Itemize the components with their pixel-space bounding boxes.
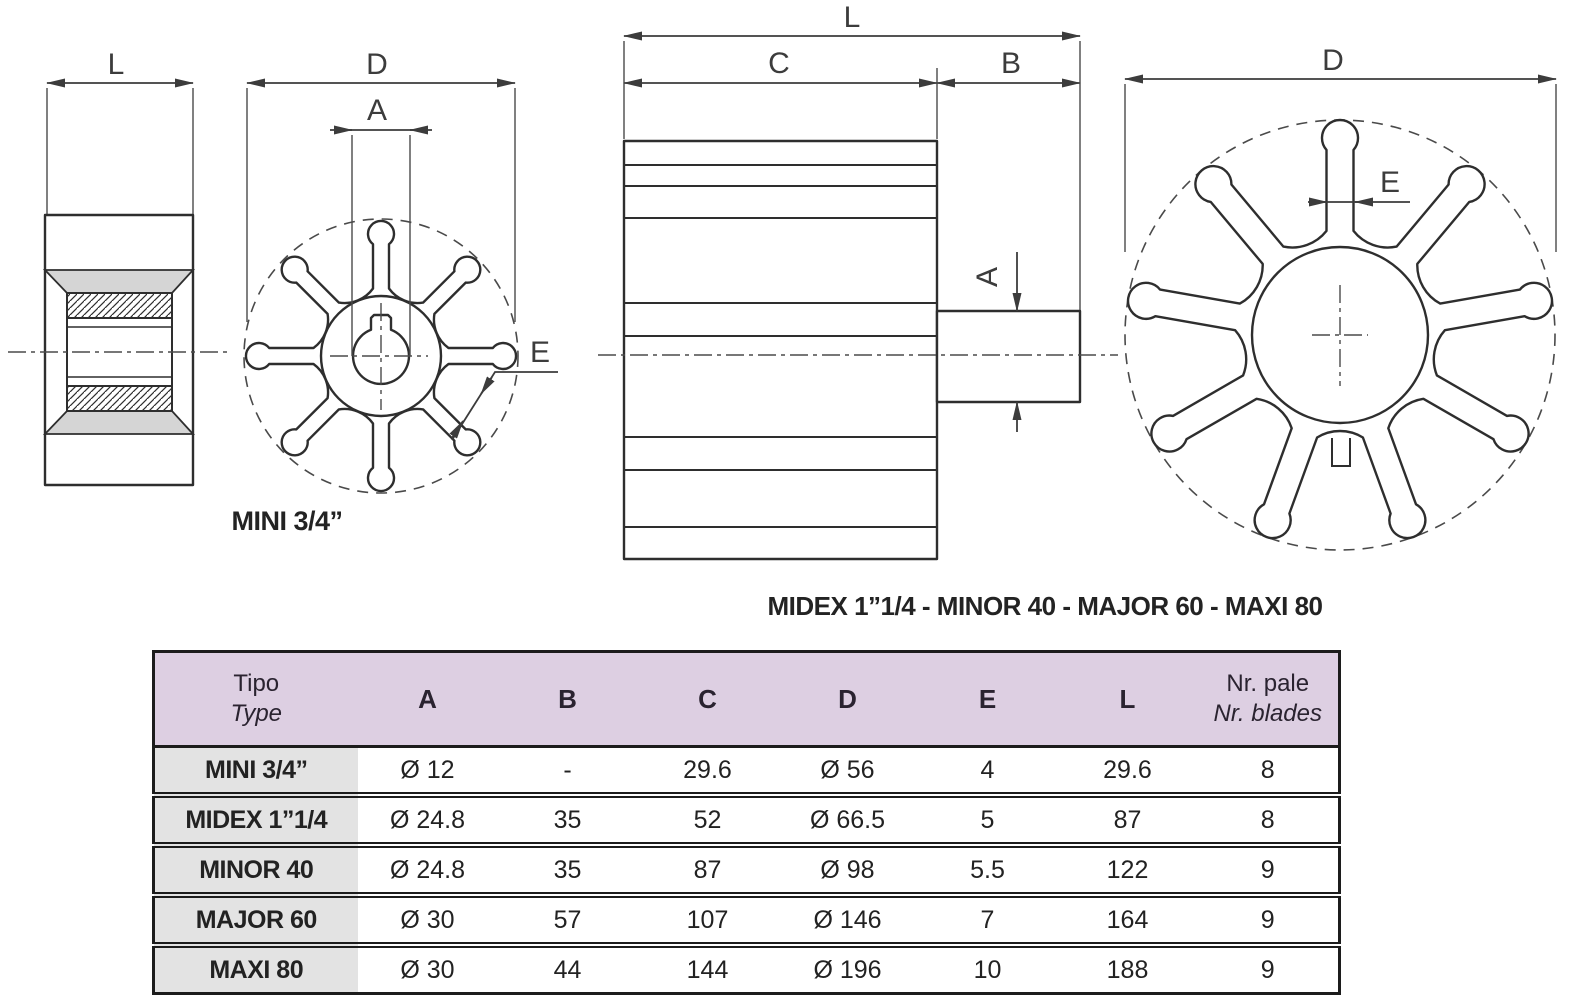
dim-label: C	[768, 47, 790, 80]
leader-E-small	[451, 371, 558, 441]
cell: 52	[637, 795, 778, 848]
hub-body-outline	[43, 213, 195, 487]
cell: Ø 12	[357, 746, 498, 798]
cell: 57	[497, 895, 638, 948]
dim-label: D	[1322, 44, 1344, 77]
hatch-section-top	[66, 292, 173, 319]
cell: 35	[497, 795, 638, 848]
cell: Ø 146	[777, 895, 918, 948]
header-nr-blades: Nr. blades	[1213, 700, 1323, 727]
chamfer-top	[42, 269, 196, 294]
cell: 9	[1197, 945, 1340, 994]
header-col-C: C	[637, 651, 778, 748]
header-type: Tipo Type	[153, 651, 358, 748]
cell: 9	[1197, 895, 1340, 948]
cell: 5	[917, 795, 1058, 848]
dim-label: A	[367, 94, 387, 127]
cell: 8	[1197, 746, 1340, 798]
cell: 10	[917, 945, 1058, 994]
cell: 5.5	[917, 845, 1058, 898]
dim-label: L	[108, 48, 125, 81]
cell: Ø 24.8	[357, 795, 498, 848]
cell: 7	[917, 895, 1058, 948]
dim-arrow	[480, 376, 495, 395]
cell: 122	[1057, 845, 1198, 898]
dim-label: B	[1001, 47, 1021, 80]
row-label: MAJOR 60	[153, 895, 358, 948]
side-view-large: L C B A	[598, 1, 1118, 561]
header-tipo: Tipo	[233, 670, 280, 697]
cell: 87	[1057, 795, 1198, 848]
bottom-slit	[1331, 438, 1351, 467]
cell: Ø 56	[777, 746, 918, 798]
cell: 44	[497, 945, 638, 994]
impeller-body-outline	[622, 139, 939, 561]
cell: 29.6	[1057, 746, 1198, 798]
row-label: MIDEX 1”1/4	[153, 795, 358, 848]
header-col-A: A	[357, 651, 498, 748]
table-row: MAJOR 60 Ø 30 57 107 Ø 146 7 164 9	[153, 895, 1340, 948]
cell: Ø 98	[777, 845, 918, 898]
header-col-B: B	[497, 651, 638, 748]
dim-label: L	[844, 1, 861, 34]
cell: 9	[1197, 845, 1340, 898]
cell: 188	[1057, 945, 1198, 994]
table-row: MIDEX 1”1/4 Ø 24.8 35 52 Ø 66.5 5 87 8	[153, 795, 1340, 848]
cell: 8	[1197, 795, 1340, 848]
cell: Ø 24.8	[357, 845, 498, 898]
header-row: Tipo Type A B C D E L Nr. pale Nr. blade…	[153, 651, 1340, 748]
impeller-front-small: D A E	[243, 48, 558, 494]
caption-mini-model: MINI 3/4”	[231, 506, 343, 536]
cell: 4	[917, 746, 1058, 798]
cell: 164	[1057, 895, 1198, 948]
row-label: MAXI 80	[153, 945, 358, 994]
cell: Ø 66.5	[777, 795, 918, 848]
cell: -	[497, 746, 638, 798]
row-label: MINI 3/4”	[153, 746, 358, 798]
caption-large-models: MIDEX 1”1/4 - MINOR 40 - MAJOR 60 - MAXI…	[767, 591, 1323, 621]
cell: 29.6	[637, 746, 778, 798]
shaft-hub-outline	[935, 309, 1082, 404]
dim-label: D	[366, 48, 388, 81]
header-col-E: E	[917, 651, 1058, 748]
impeller-front-large: D E	[1124, 44, 1557, 551]
table-row: MAXI 80 Ø 30 44 144 Ø 196 10 188 9	[153, 945, 1340, 994]
header-col-D: D	[777, 651, 918, 748]
row-label: MINOR 40	[153, 845, 358, 898]
header-col-L: L	[1057, 651, 1198, 748]
header-nr-pale: Nr. pale	[1226, 670, 1310, 697]
dim-arrow	[449, 420, 464, 439]
side-view-small: L	[8, 48, 230, 487]
dim-label: E	[530, 336, 550, 369]
header-blades: Nr. pale Nr. blades	[1197, 651, 1340, 748]
table-row: MINOR 40 Ø 24.8 35 87 Ø 98 5.5 122 9	[153, 845, 1340, 898]
cell: 87	[637, 845, 778, 898]
cell: 35	[497, 845, 638, 898]
dim-label: A	[971, 267, 1004, 287]
spec-table: Tipo Type A B C D E L Nr. pale Nr. blade…	[152, 650, 1341, 995]
tip-circle-dashed	[243, 218, 519, 494]
hatch-section-bottom	[66, 385, 173, 412]
slit-mask	[1333, 436, 1348, 465]
header-type-en: Type	[230, 700, 283, 727]
dim-label: E	[1380, 166, 1400, 199]
blade-edge-lines	[624, 164, 937, 528]
cell: Ø 30	[357, 895, 498, 948]
cell: Ø 30	[357, 945, 498, 994]
cell: 107	[637, 895, 778, 948]
cell: 144	[637, 945, 778, 994]
chamfer-bottom	[42, 410, 196, 435]
cell: Ø 196	[777, 945, 918, 994]
table-row: MINI 3/4” Ø 12 - 29.6 Ø 56 4 29.6 8	[153, 746, 1340, 798]
